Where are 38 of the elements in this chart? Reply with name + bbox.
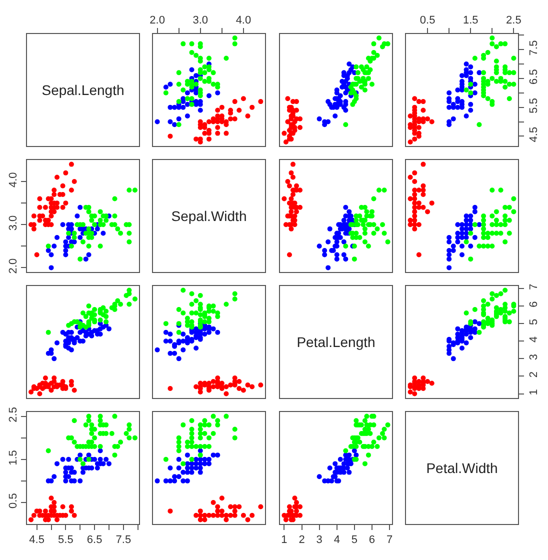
x-tick-label: 3.0 <box>193 14 208 27</box>
y-tick-label: 4.5 <box>528 126 540 142</box>
y-tick-label: 1 <box>528 389 540 396</box>
x-tick-label: 6 <box>368 534 375 546</box>
x-tick-label: 2.0 <box>150 14 166 27</box>
y-tick-label: 7 <box>528 284 540 290</box>
x-tick-label: 4 <box>334 534 340 546</box>
y-tick-label: 5.5 <box>528 98 540 114</box>
x-tick-label: 5 <box>351 534 358 546</box>
y-tick-label: 7.5 <box>528 40 540 56</box>
y-tick-label: 6 <box>528 301 540 308</box>
y-tick-label: 0.5 <box>8 493 20 508</box>
x-tick-label: 7.5 <box>116 534 132 546</box>
y-tick-label: 5 <box>528 318 540 325</box>
y-tick-label: 2.0 <box>8 258 20 274</box>
y-tick-label: 3 <box>528 354 540 360</box>
text: Petal.Length <box>296 334 376 350</box>
text: Sepal.Width <box>172 208 248 224</box>
text: Sepal.Length <box>42 82 124 98</box>
y-tick-label: 2.5 <box>8 407 20 422</box>
text: Petal.Width <box>426 460 498 476</box>
x-tick-label: 4.5 <box>29 534 44 546</box>
x-tick-label: 0.5 <box>420 14 436 27</box>
y-tick-label: 3.0 <box>8 215 20 231</box>
x-tick-label: 5.5 <box>58 534 74 546</box>
y-tick-label: 1.5 <box>8 450 20 466</box>
x-tick-label: 6.5 <box>86 534 102 546</box>
x-tick-label: 2 <box>298 534 305 546</box>
x-tick-label: 2.5 <box>506 14 522 27</box>
x-tick-label: 3 <box>316 534 322 546</box>
x-tick-label: 4.0 <box>236 14 252 27</box>
y-tick-label: 4 <box>528 336 540 343</box>
x-tick-label: 1.5 <box>463 14 478 27</box>
y-tick-label: 6.5 <box>528 69 540 84</box>
y-tick-label: 2 <box>528 372 540 378</box>
y-tick-label: 4.0 <box>8 172 20 188</box>
x-tick-label: 7 <box>386 534 392 546</box>
x-tick-label: 1 <box>280 534 288 546</box>
